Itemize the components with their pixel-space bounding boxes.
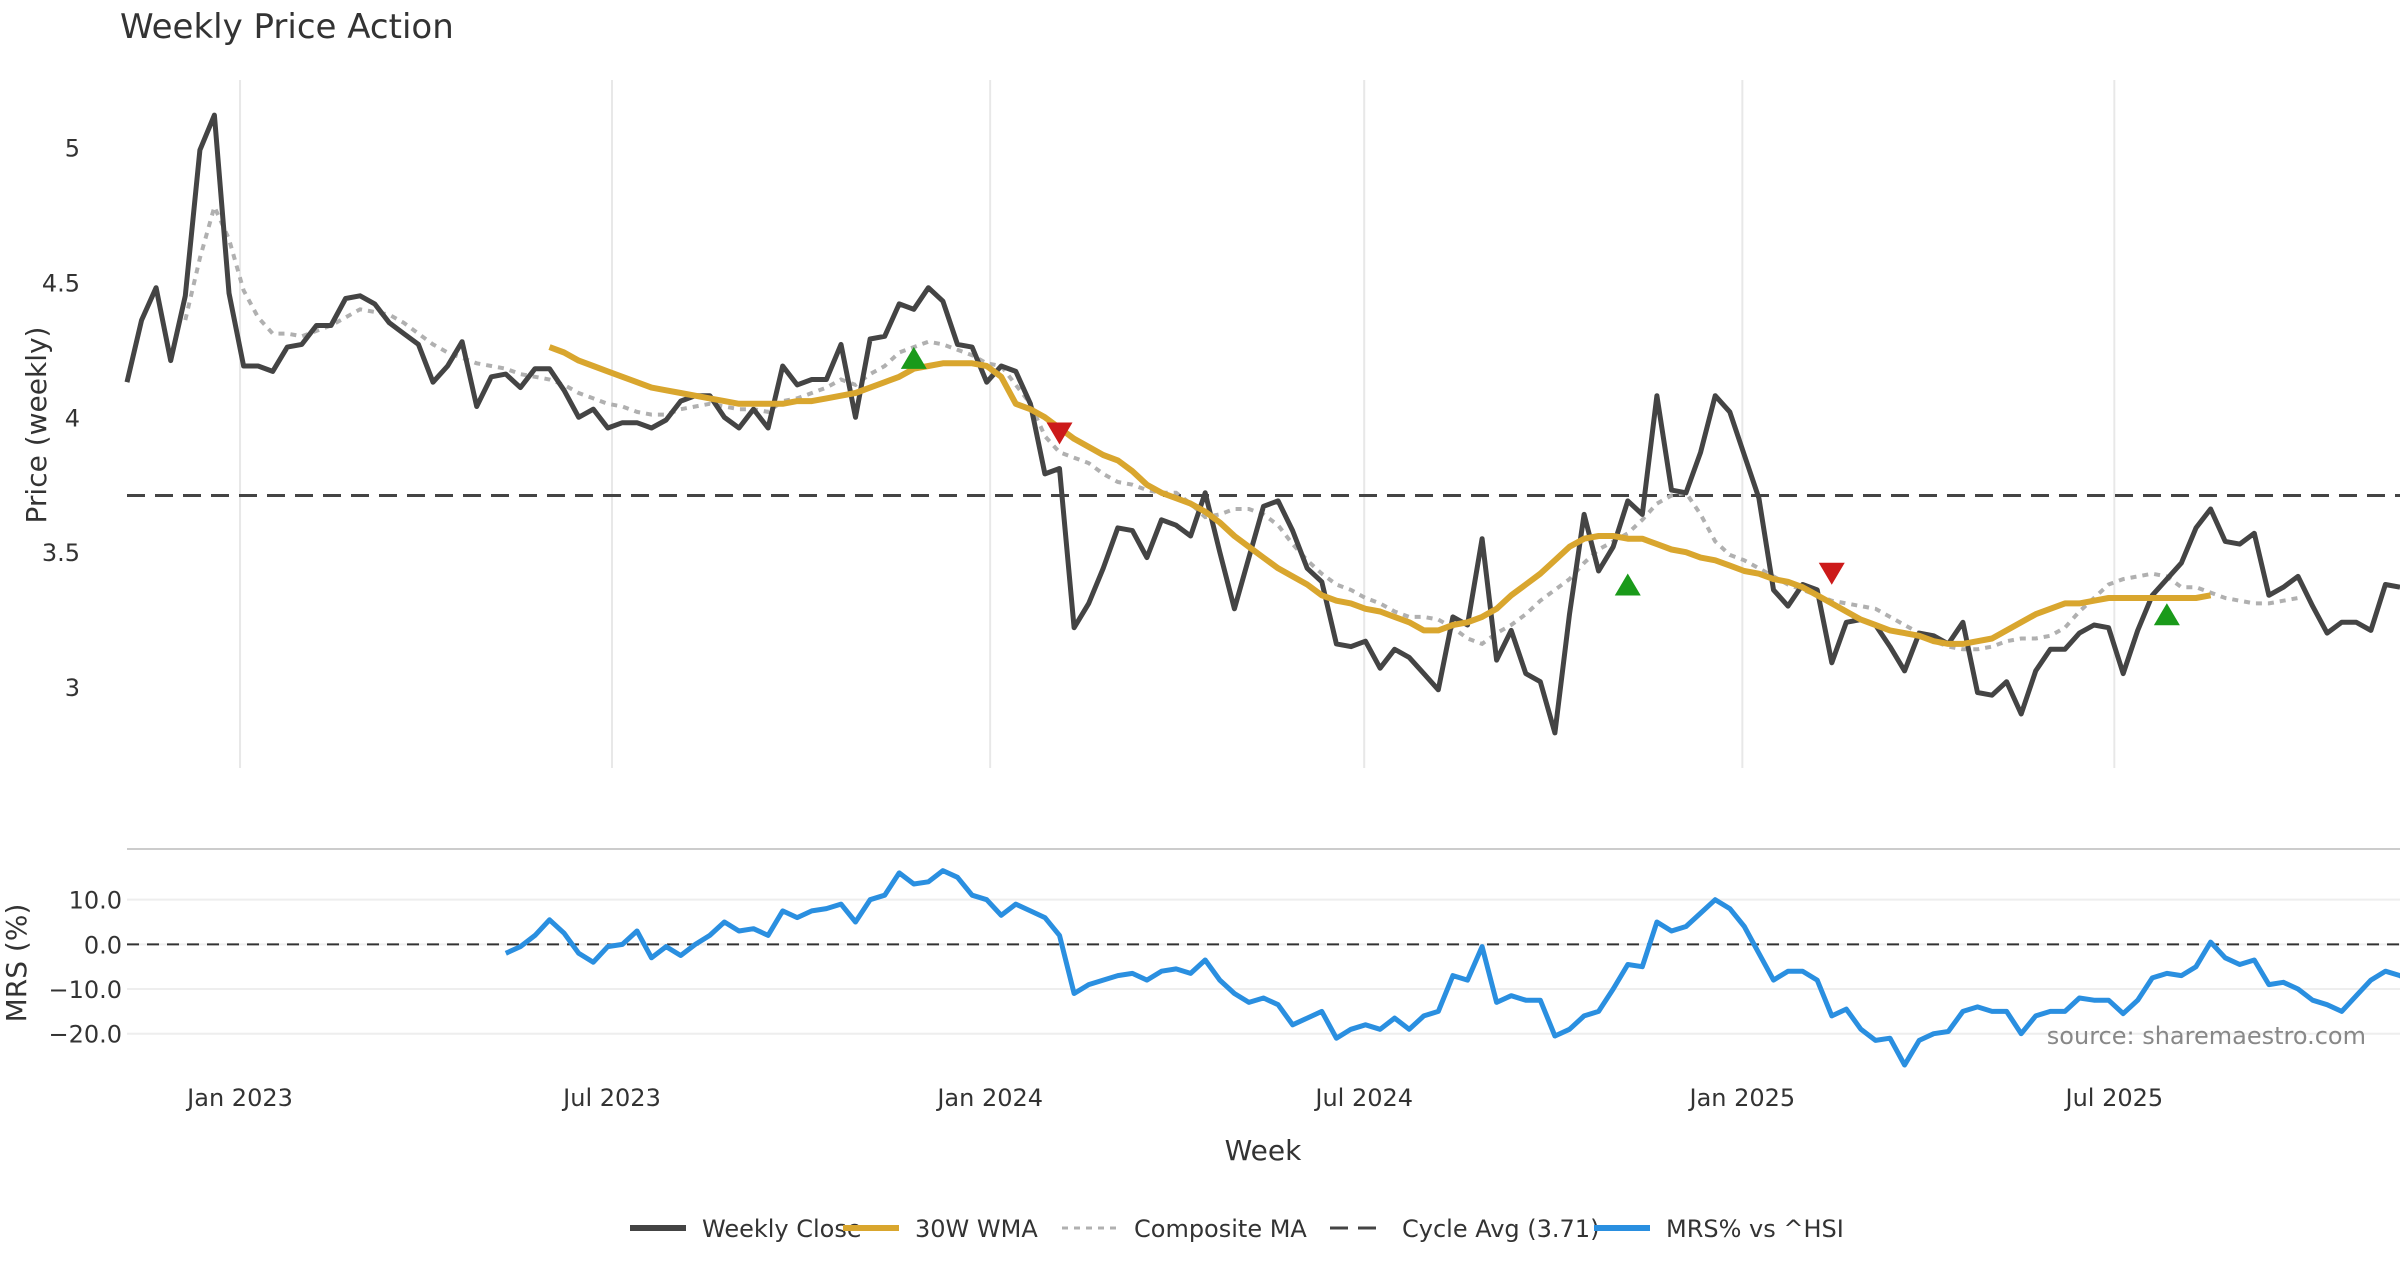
buy-signal-marker [900,346,927,369]
series-30w-wma [548,344,2212,647]
x-tick-label: Jul 2025 [2063,1084,2163,1112]
mrs-y-axis-label: MRS (%) [0,904,33,1023]
mrs-y-tick-label: −10.0 [48,976,122,1004]
legend: Weekly Close 30W WMA Composite MA Cycle Avg… [630,1215,1844,1243]
mrs-y-ticks: −20.0 −10.0 0.0 10.0 [48,887,122,1049]
buy-signal-marker [2153,603,2180,626]
series-mrs [504,868,2400,1068]
legend-label: Weekly Close [702,1215,862,1243]
price-y-tick-label: 3 [65,674,80,702]
legend-label: MRS% vs ^HSI [1666,1215,1844,1243]
legend-label: 30W WMA [915,1215,1038,1243]
mrs-y-tick-label: −20.0 [48,1021,122,1049]
x-tick-label: Jan 2023 [185,1084,293,1112]
buy-signal-marker [1614,573,1641,596]
price-y-tick-label: 4.5 [42,269,80,297]
source-note: source: sharemaestro.com [2047,1022,2366,1050]
legend-label: Cycle Avg (3.71) [1402,1215,1599,1243]
series-composite-ma [183,200,2299,652]
price-y-tick-label: 4 [65,404,80,432]
x-tick-label: Jan 2025 [1687,1084,1795,1112]
price-gridlines [239,80,2116,768]
sell-signal-marker [1818,562,1845,585]
price-y-tick-label: 5 [65,134,80,162]
price-y-tick-label: 3.5 [42,539,80,567]
chart-title: Weekly Price Action [120,7,454,47]
x-ticks: Jan 2023 Jul 2023 Jan 2024 Jul 2024 Jan 2025… [185,1084,2163,1112]
sell-signal-marker [1046,422,1073,445]
mrs-y-tick-label: 0.0 [84,931,122,959]
x-tick-label: Jul 2023 [561,1084,661,1112]
price-y-axis-label: Price (weekly) [20,327,53,524]
x-tick-label: Jul 2024 [1313,1084,1413,1112]
x-axis-label: Week [1225,1134,1302,1167]
series-weekly-close [124,112,2400,736]
price-y-ticks: 3 3.5 4 4.5 5 [42,134,80,702]
legend-label: Composite MA [1134,1215,1307,1243]
x-tick-label: Jan 2024 [935,1084,1043,1112]
signal-markers [900,346,2180,626]
mrs-y-tick-label: 10.0 [69,887,122,915]
